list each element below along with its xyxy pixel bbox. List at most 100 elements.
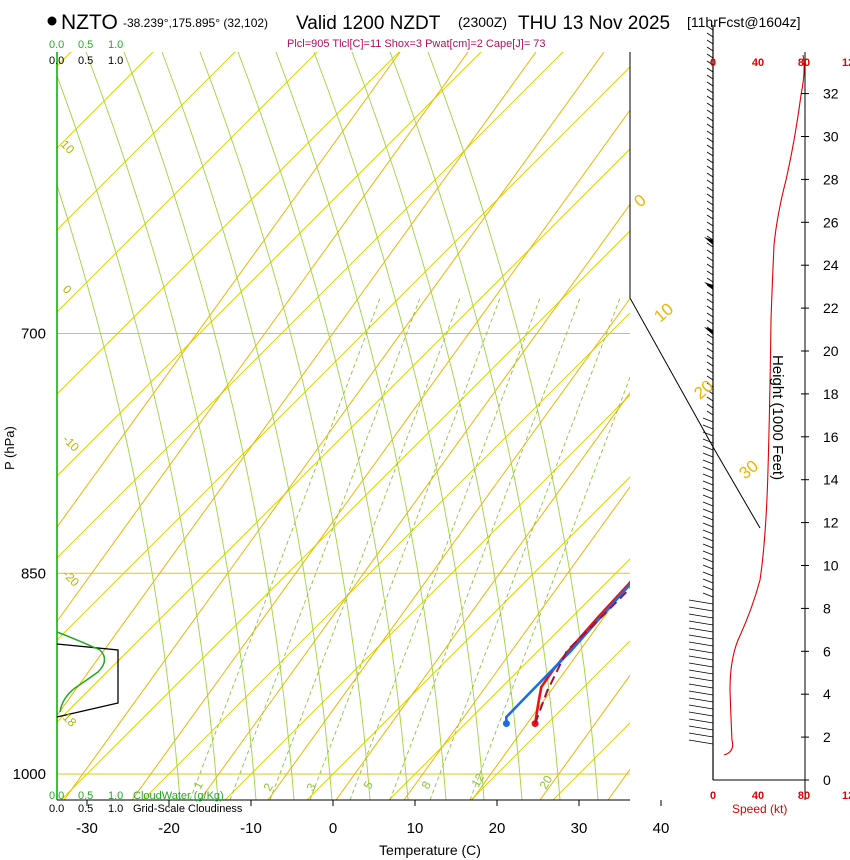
moist-adiabat-8 [313, 52, 485, 800]
temp-tick--30: -30 [76, 820, 98, 837]
wind-barb [702, 571, 714, 577]
wind-barb [706, 109, 714, 115]
wind-barb [706, 207, 714, 213]
wind-barb [706, 193, 714, 199]
mixing-ratio-0 [189, 297, 381, 800]
wind-barb [706, 221, 714, 227]
wind-barb [706, 95, 714, 101]
mixing-ratio-5 [389, 297, 581, 800]
wind-barb [702, 459, 714, 465]
wind-barb [706, 249, 714, 255]
wind-barb [688, 627, 714, 633]
dry-adiabat-5 [199, 203, 630, 800]
profile-lines [502, 580, 630, 728]
height-tick-22: 22 [823, 300, 839, 316]
isotherm--50 [57, 66, 630, 641]
wind-barb [706, 361, 714, 367]
wind-barb [706, 172, 714, 178]
wind-barb [706, 256, 714, 262]
forecast-time: [11hrFcst@1604z] [687, 14, 801, 30]
wind-barb [702, 550, 714, 556]
wind-barb [706, 270, 714, 276]
wind-barb [688, 662, 714, 668]
cloudiness-label: Grid-Scale Cloudiness [133, 803, 243, 815]
wind-barb [706, 263, 714, 269]
wind-barb [688, 676, 714, 682]
wind-barb [688, 725, 714, 731]
wind-barb [706, 74, 714, 80]
isotherm--40 [57, 148, 630, 723]
wind-barb [702, 578, 714, 584]
wind-barb [706, 123, 714, 129]
isotherm-0 [306, 476, 630, 800]
pressure-ticks: 2503004005007008501000 [13, 326, 46, 783]
moist-adiabat-11 [427, 52, 599, 800]
grid-scale-cloudiness-curve [56, 643, 119, 718]
mixing-ratio-label-6: 20 [536, 773, 555, 792]
wind-barb [706, 375, 714, 381]
top-black-tick-1: 0.5 [78, 55, 93, 67]
isotherm--60 [57, 52, 564, 559]
mixing-ratio-6 [429, 297, 621, 800]
height-axis-label: Height (1000 Feet) [769, 355, 786, 480]
bottom-black-tick-1: 0.5 [78, 803, 93, 815]
dry-adiabat-14 [812, 52, 850, 800]
bottom-black-tick-0: 0.0 [49, 803, 64, 815]
dry-adiabat-6 [267, 297, 630, 800]
cloudwater-label: CloudWater (g/Kg) [133, 790, 224, 802]
moist-adiabat-1 [57, 74, 219, 800]
pressure-tick-850: 850 [21, 565, 46, 582]
wind-barb [706, 158, 714, 164]
mixing-ratio-3 [309, 297, 501, 800]
wind-barb [706, 312, 714, 318]
wind-barb [688, 606, 714, 612]
wind-barb [688, 613, 714, 619]
wind-barb [702, 529, 714, 535]
speed-axis-label: Speed (kt) [732, 802, 787, 816]
dry-adiabat-8 [403, 486, 630, 800]
bottom-black-tick-2: 1.0 [108, 803, 123, 815]
wind-barb [688, 655, 714, 661]
wind-barb [706, 130, 714, 136]
top-black-tick-2: 1.0 [108, 55, 123, 67]
mixing-ratio-2 [269, 297, 461, 800]
wind-height-panel: Height (1000 Feet) 024681012141618202224… [629, 25, 850, 816]
wind-barb [688, 641, 714, 647]
wind-barb [706, 137, 714, 143]
moist-adiabat-6 [237, 52, 409, 800]
speed-tick-top-120: 12 [842, 57, 850, 69]
wind-barb [702, 494, 714, 500]
isotherm--30 [60, 230, 630, 800]
wind-barb [706, 88, 714, 94]
temp-tick-20: 20 [489, 820, 506, 837]
wind-barb [688, 634, 714, 640]
wind-barb [688, 697, 714, 703]
wind-barb [702, 431, 714, 437]
isotherm--20 [142, 312, 630, 800]
temp-tick--20: -20 [158, 820, 180, 837]
cloudwater-curve [56, 631, 106, 713]
top-green-tick-1: 0.5 [78, 39, 93, 51]
wind-barb [706, 81, 714, 87]
wind-barb [688, 732, 714, 738]
speed-profile-curve [723, 54, 805, 756]
dry-adiabat-0 [57, 52, 401, 528]
mixing-ratio-1 [229, 297, 421, 800]
moist-adiabat-3 [123, 52, 295, 800]
wind-barb [702, 522, 714, 528]
wind-barb [706, 165, 714, 171]
height-tick-0: 0 [823, 772, 831, 788]
moist-adiabat-2 [85, 52, 257, 800]
temp-tick-30: 30 [571, 820, 588, 837]
wind-barb [706, 298, 714, 304]
wind-barb [706, 39, 714, 45]
dry-adiabat-label-3: 30 [735, 456, 762, 483]
height-tick-30: 30 [823, 129, 839, 145]
height-tick-2: 2 [823, 729, 831, 745]
moist-adiabat-5 [199, 52, 371, 800]
wind-barb [688, 739, 714, 745]
mixing-ratio-7 [469, 375, 630, 800]
wind-barb [702, 438, 714, 444]
wind-barb [702, 508, 714, 514]
